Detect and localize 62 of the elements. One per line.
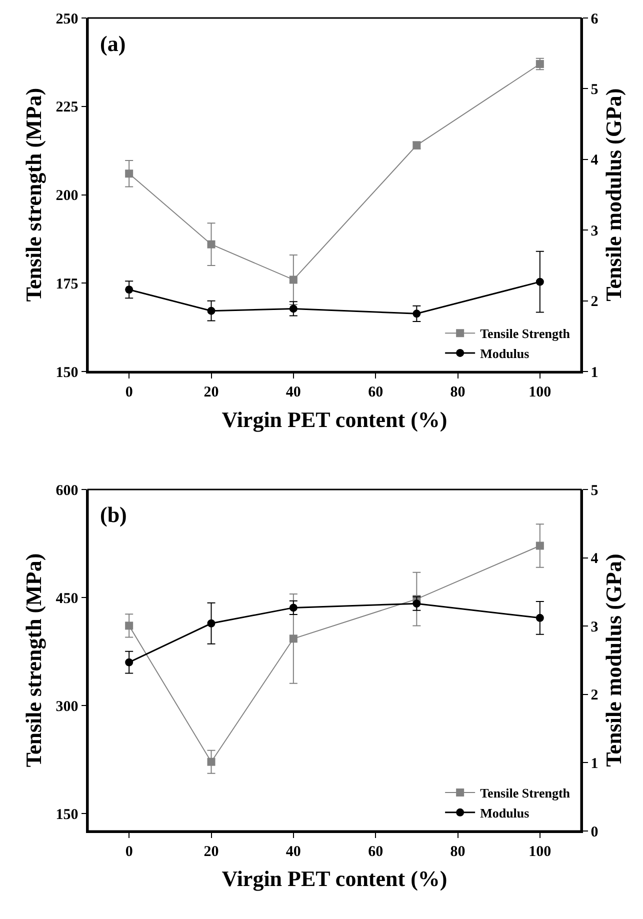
y-tick-label: 300: [56, 698, 78, 715]
x-axis-title: Virgin PET content (%): [222, 406, 448, 432]
x-tick-label: 60: [368, 384, 384, 400]
y2-tick-label: 5: [590, 482, 598, 499]
y-tick-label: 150: [56, 806, 78, 823]
point: [207, 758, 216, 766]
legend-label: Tensile Strength: [480, 786, 571, 801]
point: [536, 614, 544, 622]
y2-tick-label: 6: [590, 11, 599, 28]
x-tick-label: 0: [125, 844, 133, 860]
y2-axis-title: Tensile modulus (GPa): [601, 88, 626, 302]
x-tick-label: 40: [286, 844, 301, 860]
annotation: (a): [100, 31, 126, 56]
point: [289, 604, 298, 612]
point: [289, 634, 298, 643]
x-tick-label: 100: [528, 844, 552, 860]
point: [207, 619, 216, 628]
legend-label: Modulus: [480, 806, 530, 821]
point: [125, 622, 134, 630]
y-axis-title: Tensile strength (MPa): [21, 88, 46, 302]
y-axis-title: Tensile strength (MPa): [21, 553, 46, 768]
point: [412, 310, 421, 318]
point: [207, 240, 216, 248]
y-tick-label: 600: [56, 482, 78, 499]
x-axis-title: Virgin PET content (%): [222, 866, 448, 892]
y-tick-label: 225: [56, 100, 78, 116]
x-tick-label: 80: [450, 384, 466, 400]
y2-tick-label: 4: [590, 152, 599, 169]
y2-tick-label: 3: [590, 223, 598, 240]
y-tick-label: 150: [56, 364, 78, 381]
y2-axis-title: Tensile modulus (GPa): [601, 554, 626, 767]
y2-tick-label: 1: [590, 364, 598, 381]
point: [125, 286, 134, 294]
y2-tick-label: 1: [590, 756, 598, 772]
point: [536, 542, 544, 550]
annotation: (b): [100, 502, 127, 527]
y-tick-label: 450: [56, 590, 78, 607]
point: [289, 304, 298, 313]
x-tick-label: 40: [286, 384, 301, 400]
point: [125, 658, 134, 666]
point: [289, 276, 298, 284]
point: [207, 306, 216, 315]
y-tick-label: 250: [56, 11, 78, 28]
point: [412, 600, 421, 608]
x-tick-label: 80: [450, 844, 466, 860]
legend-label: Modulus: [480, 346, 530, 362]
y2-tick-label: 2: [590, 688, 598, 704]
x-tick-label: 20: [204, 844, 219, 860]
y2-tick-label: 2: [590, 294, 598, 310]
y2-tick-label: 5: [590, 82, 598, 98]
y2-tick-label: 0: [590, 824, 598, 840]
y-tick-label: 175: [56, 276, 78, 292]
x-tick-label: 20: [204, 384, 219, 400]
x-tick-label: 60: [368, 844, 384, 860]
y-tick-label: 200: [56, 188, 78, 204]
x-tick-label: 100: [528, 384, 552, 400]
point: [536, 278, 544, 286]
legend-label: Tensile Strength: [480, 326, 571, 342]
point: [125, 170, 134, 178]
x-tick-label: 0: [125, 384, 133, 400]
y2-tick-label: 3: [590, 619, 598, 636]
y2-tick-label: 4: [590, 551, 599, 568]
